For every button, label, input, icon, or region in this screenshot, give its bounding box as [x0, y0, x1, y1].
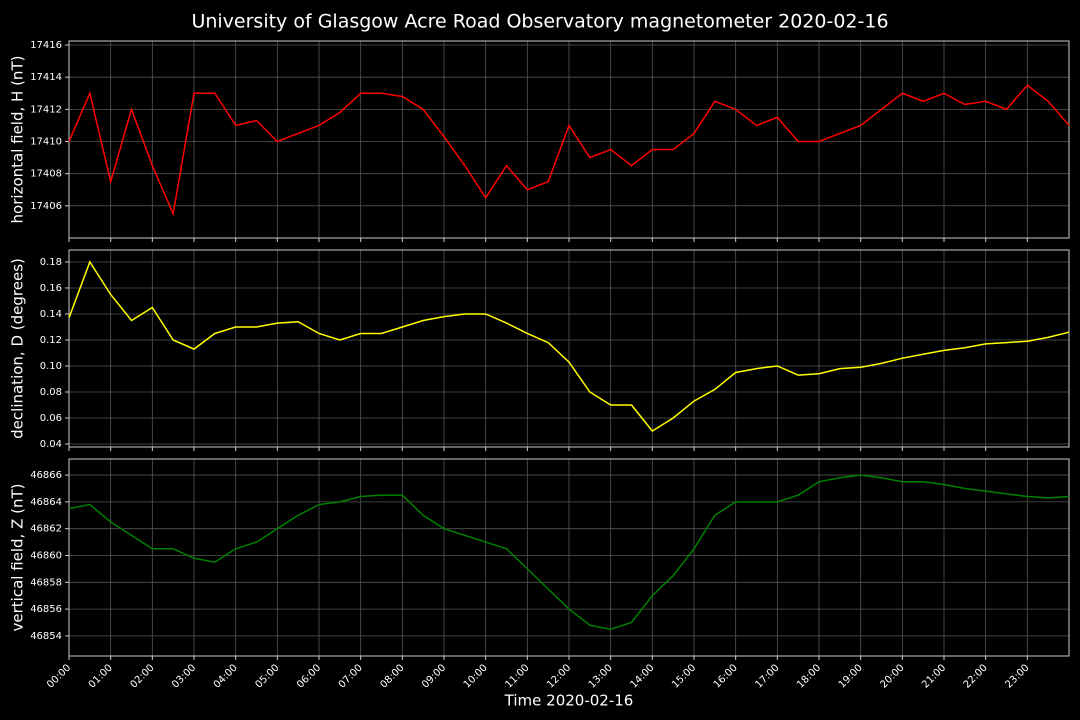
y-tick-label: 17416 [30, 40, 62, 51]
x-tick-label: 19:00 [837, 662, 865, 690]
x-tick-label: 12:00 [545, 662, 573, 690]
x-tick-label: 01:00 [87, 662, 115, 690]
data-line [68, 474, 1070, 630]
y-tick-label: 0.08 [40, 387, 62, 398]
axes-frame [68, 458, 1070, 657]
y-tick-label: 46858 [30, 577, 62, 588]
y-tick-label: 0.16 [40, 283, 62, 294]
y-tick-label: 46864 [30, 497, 62, 508]
y-tick-label: 17412 [30, 104, 62, 115]
x-tick-label: 14:00 [628, 662, 656, 690]
x-tick-label: 20:00 [878, 662, 906, 690]
x-tick-label: 06:00 [295, 662, 323, 690]
y-tick-label: 0.06 [40, 413, 62, 424]
y-tick-label: 0.04 [40, 439, 62, 450]
x-tick-label: 23:00 [1003, 662, 1031, 690]
y-axis-label: vertical field, Z (nT) [9, 483, 27, 631]
chart-title: University of Glasgow Acre Road Observat… [191, 11, 888, 33]
x-tick-label: 03:00 [170, 662, 198, 690]
data-line [68, 260, 1070, 432]
x-tick-label: 02:00 [128, 662, 156, 690]
y-tick-label: 17408 [30, 169, 62, 180]
x-tick-label: 05:00 [253, 662, 281, 690]
x-tick-label: 04:00 [212, 662, 240, 690]
y-tick-label: 46862 [30, 524, 62, 535]
y-tick-label: 17406 [30, 201, 62, 212]
axes-frame [68, 249, 1070, 448]
axes-frame [68, 40, 1070, 239]
y-tick-label: 46856 [30, 604, 62, 615]
x-tick-label: 07:00 [337, 662, 365, 690]
x-tick-label: 22:00 [962, 662, 990, 690]
x-tick-label: 15:00 [670, 662, 698, 690]
y-tick-label: 17414 [30, 72, 62, 83]
x-axis-label: Time 2020-02-16 [504, 692, 634, 710]
x-tick-label: 08:00 [378, 662, 406, 690]
x-tick-label: 13:00 [587, 662, 615, 690]
y-tick-label: 0.14 [40, 309, 62, 320]
y-tick-label: 0.10 [40, 361, 62, 372]
x-tick-label: 10:00 [462, 662, 490, 690]
data-line [68, 84, 1070, 217]
y-tick-label: 0.18 [40, 257, 62, 268]
y-tick-label: 0.12 [40, 335, 62, 346]
x-tick-label: 00:00 [45, 662, 73, 690]
y-tick-label: 17410 [30, 137, 62, 148]
x-tick-label: 11:00 [503, 662, 531, 690]
x-tick-label: 09:00 [420, 662, 448, 690]
y-tick-label: 46860 [30, 550, 62, 561]
x-tick-label: 17:00 [753, 662, 781, 690]
y-tick-label: 46854 [30, 631, 62, 642]
x-tick-label: 18:00 [795, 662, 823, 690]
x-tick-label: 21:00 [920, 662, 948, 690]
y-axis-label: declination, D (degrees) [9, 258, 27, 439]
y-axis-label: horizontal field, H (nT) [9, 56, 27, 224]
x-tick-label: 16:00 [712, 662, 740, 690]
y-tick-label: 46866 [30, 470, 62, 481]
